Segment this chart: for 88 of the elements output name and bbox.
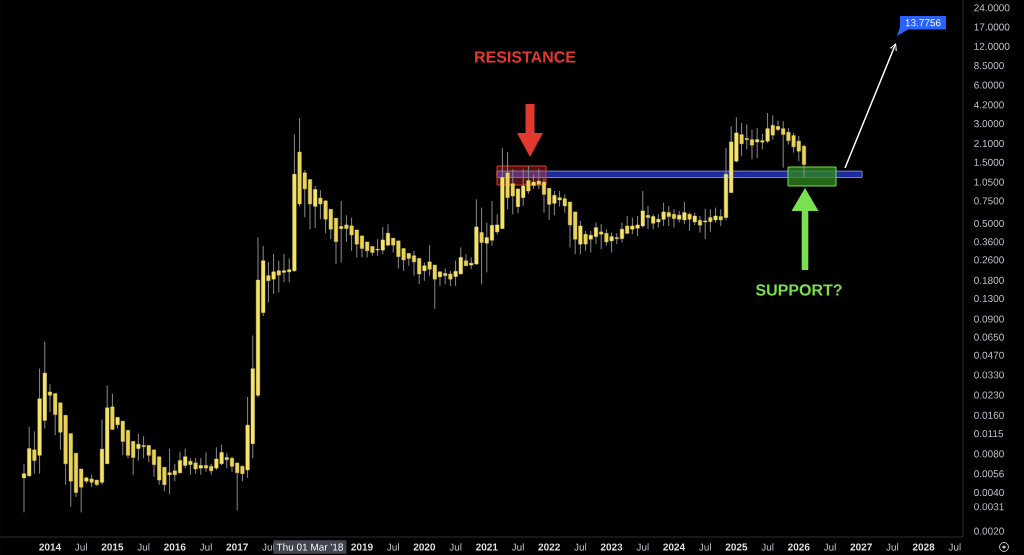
- y-tick-label: 0.3600: [974, 238, 1004, 246]
- y-tick-label: 0.7500: [974, 197, 1004, 205]
- y-tick-label: 8.5000: [974, 62, 1004, 70]
- y-tick-label: 0.1800: [974, 276, 1004, 284]
- y-tick-label: 0.0900: [974, 315, 1004, 323]
- x-tick-label: Jul: [761, 543, 774, 551]
- y-tick-label: 0.0470: [974, 351, 1004, 359]
- candlestick: [32, 430, 37, 475]
- x-tick-label: Jul: [74, 543, 87, 551]
- x-tick-label: Jul: [886, 543, 899, 551]
- annotation: 13.7756: [905, 19, 941, 27]
- candlestick: [276, 260, 281, 293]
- candlestick: [271, 253, 276, 295]
- candlestick: [578, 220, 583, 255]
- candlestick: [770, 114, 775, 141]
- y-tick-label: 0.0230: [974, 391, 1004, 399]
- candlestick: [620, 222, 624, 244]
- x-tick-label: Jul: [574, 543, 587, 551]
- x-tick-label: Jul: [948, 543, 961, 551]
- x-tick-label: Jul: [636, 543, 649, 551]
- candlestick: [110, 393, 115, 430]
- annotation: RESISTANCE: [475, 51, 576, 63]
- candlestick: [776, 120, 780, 133]
- y-tick-label: 0.5000: [974, 219, 1004, 228]
- x-tick-label: Jul: [511, 543, 524, 551]
- x-tick-label: Thu 01 Mar '18: [276, 543, 344, 551]
- y-tick-label: 0.1300: [974, 294, 1004, 303]
- x-tick-label: 2026: [788, 543, 810, 551]
- x-tick-label: 2027: [850, 543, 872, 551]
- x-tick-label: 2025: [725, 543, 748, 551]
- y-tick-label: 0.0080: [974, 450, 1004, 458]
- x-tick-label: 2016: [164, 543, 186, 551]
- candlestick: [552, 190, 557, 216]
- x-tick-label: Jul: [386, 543, 399, 551]
- x-tick-label: 2023: [600, 543, 623, 551]
- y-tick-label: 4.2000: [973, 101, 1004, 109]
- x-tick-label: Jul: [262, 543, 275, 551]
- candlestick: [687, 212, 692, 232]
- y-tick-label: 1.0500: [974, 178, 1004, 186]
- y-tick-label: 24.0000: [974, 4, 1010, 12]
- candlestick: [136, 433, 141, 462]
- candlestick: [526, 165, 531, 195]
- candlestick: [339, 200, 344, 264]
- x-tick-label: Jul: [823, 543, 836, 551]
- y-tick-label: 0.0040: [974, 488, 1004, 497]
- y-tick-label: 0.0115: [974, 430, 1004, 438]
- y-tick-label: 0.0020: [974, 527, 1004, 535]
- x-tick-label: 2019: [351, 543, 373, 551]
- y-tick-label: 6.0000: [974, 81, 1004, 89]
- candlestick: [708, 208, 713, 233]
- candlestick: [438, 271, 442, 287]
- candlestick: [266, 261, 271, 304]
- candlestick: [698, 215, 702, 234]
- y-tick-label: 0.0650: [974, 333, 1004, 341]
- y-tick-label: 0.0056: [974, 470, 1004, 478]
- candlestick: [464, 253, 468, 267]
- y-tick-label: 0.2600: [974, 256, 1004, 264]
- x-tick-label: 2022: [538, 543, 560, 551]
- y-tick-label: 17.0000: [974, 23, 1010, 31]
- candlestick: [167, 448, 172, 495]
- x-tick-label: 2014: [39, 543, 62, 551]
- candlestick: [646, 205, 650, 230]
- x-tick-label: Jul: [137, 543, 150, 551]
- x-tick-label: Jul: [698, 543, 711, 551]
- y-tick-label: 3.0000: [974, 120, 1004, 128]
- annotation: SUPPORT?: [755, 284, 842, 296]
- x-tick-label: 2020: [413, 543, 436, 551]
- candlestick: [609, 232, 614, 253]
- candlestick: [313, 185, 318, 229]
- x-tick-label: Jul: [449, 543, 462, 551]
- x-tick-label: 2015: [101, 543, 124, 551]
- candlestick: [479, 207, 484, 285]
- candlestick: [583, 230, 588, 252]
- candlestick: [703, 208, 708, 240]
- y-tick-label: 0.0330: [974, 371, 1004, 379]
- x-tick-label: 2024: [663, 543, 686, 551]
- x-tick-label: Jul: [199, 543, 212, 551]
- y-tick-label: 12.0000: [974, 42, 1010, 50]
- x-tick-label: 2021: [476, 543, 498, 551]
- y-tick-label: 1.5000: [974, 158, 1004, 166]
- candlestick: [422, 262, 427, 282]
- candlestick: [755, 127, 760, 159]
- x-tick-label: 2017: [226, 543, 248, 551]
- x-tick-label: 2028: [912, 543, 935, 551]
- y-tick-label: 0.0160: [974, 411, 1004, 419]
- candlestick: [765, 112, 770, 144]
- y-tick-label: 2.1000: [974, 139, 1004, 148]
- y-tick-label: 0.0031: [974, 503, 1004, 511]
